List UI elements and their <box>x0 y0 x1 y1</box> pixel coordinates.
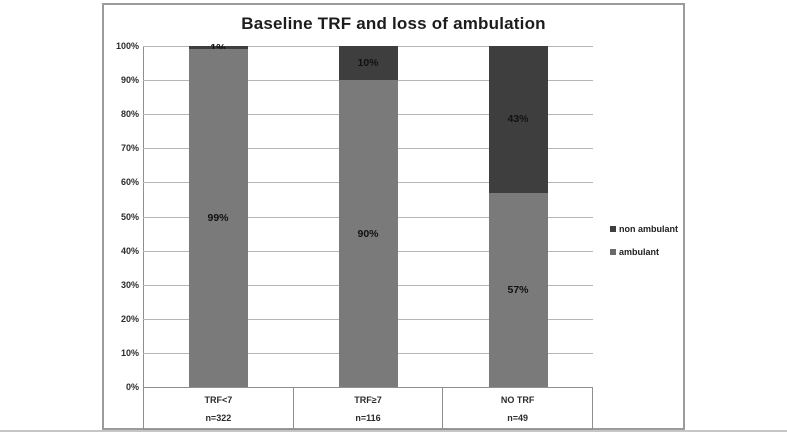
legend-label: non ambulant <box>619 223 678 234</box>
y-tick-label: 20% <box>120 313 139 324</box>
x-axis: TRF<7 n=322 TRF≥7 n=116 NO TRF n=49 <box>143 387 593 430</box>
bar-segment-ambulant: 99% <box>188 49 248 387</box>
y-tick-label: 10% <box>120 347 139 358</box>
bar-value-label: 99% <box>207 212 229 225</box>
y-tick-label: 80% <box>120 109 139 120</box>
y-tick-label: 0% <box>125 382 139 392</box>
x-category-label: NO TRF <box>500 395 535 405</box>
chart-title: Baseline TRF and loss of ambulation <box>241 14 546 33</box>
legend: non ambulant ambulant <box>610 223 678 269</box>
legend-item: ambulant <box>610 246 678 258</box>
x-category-count: n=49 <box>507 413 529 423</box>
bar-value-label: 90% <box>357 227 379 240</box>
x-category-count: n=322 <box>205 413 232 423</box>
y-tick-label: 100% <box>115 41 139 51</box>
y-axis-line <box>143 46 144 430</box>
y-tick-label: 40% <box>120 245 139 256</box>
y-tick-label: 60% <box>120 177 139 188</box>
x-category-cell: NO TRF n=49 <box>442 388 592 429</box>
bar-segment-non-ambulant: 10% <box>338 46 398 81</box>
x-category-cell: TRF≥7 n=116 <box>292 388 443 429</box>
bar: 43% 57% <box>488 46 548 387</box>
bar-segment-ambulant: 57% <box>488 192 548 387</box>
bar-value-label: 10% <box>357 57 379 70</box>
bar: 10% 90% <box>338 46 398 387</box>
bar-value-label: 43% <box>507 113 529 126</box>
legend-swatch-icon <box>610 249 616 255</box>
bar-segment-ambulant: 90% <box>338 80 398 387</box>
legend-swatch-icon <box>610 226 616 232</box>
bar-segment-non-ambulant: 43% <box>488 46 548 193</box>
x-category-count: n=116 <box>355 413 381 423</box>
y-tick-label: 90% <box>120 75 139 86</box>
page-bottom-rule <box>0 430 787 432</box>
y-tick-label: 50% <box>120 211 139 222</box>
y-tick-label: 30% <box>120 279 139 290</box>
y-tick-label: 70% <box>120 143 139 154</box>
chart-figure: Baseline TRF and loss of ambulation 1% 99… <box>102 3 685 430</box>
x-category-cell: TRF<7 n=322 <box>143 388 293 429</box>
bar-value-label: 57% <box>507 283 529 296</box>
legend-item: non ambulant <box>610 223 678 235</box>
bar: 1% 99% <box>188 42 248 387</box>
plot-area: 1% 99% 10% 90% 43% 57% <box>143 42 593 387</box>
legend-label: ambulant <box>619 246 660 257</box>
x-category-label: TRF≥7 <box>354 395 382 405</box>
x-category-label: TRF<7 <box>204 395 233 405</box>
